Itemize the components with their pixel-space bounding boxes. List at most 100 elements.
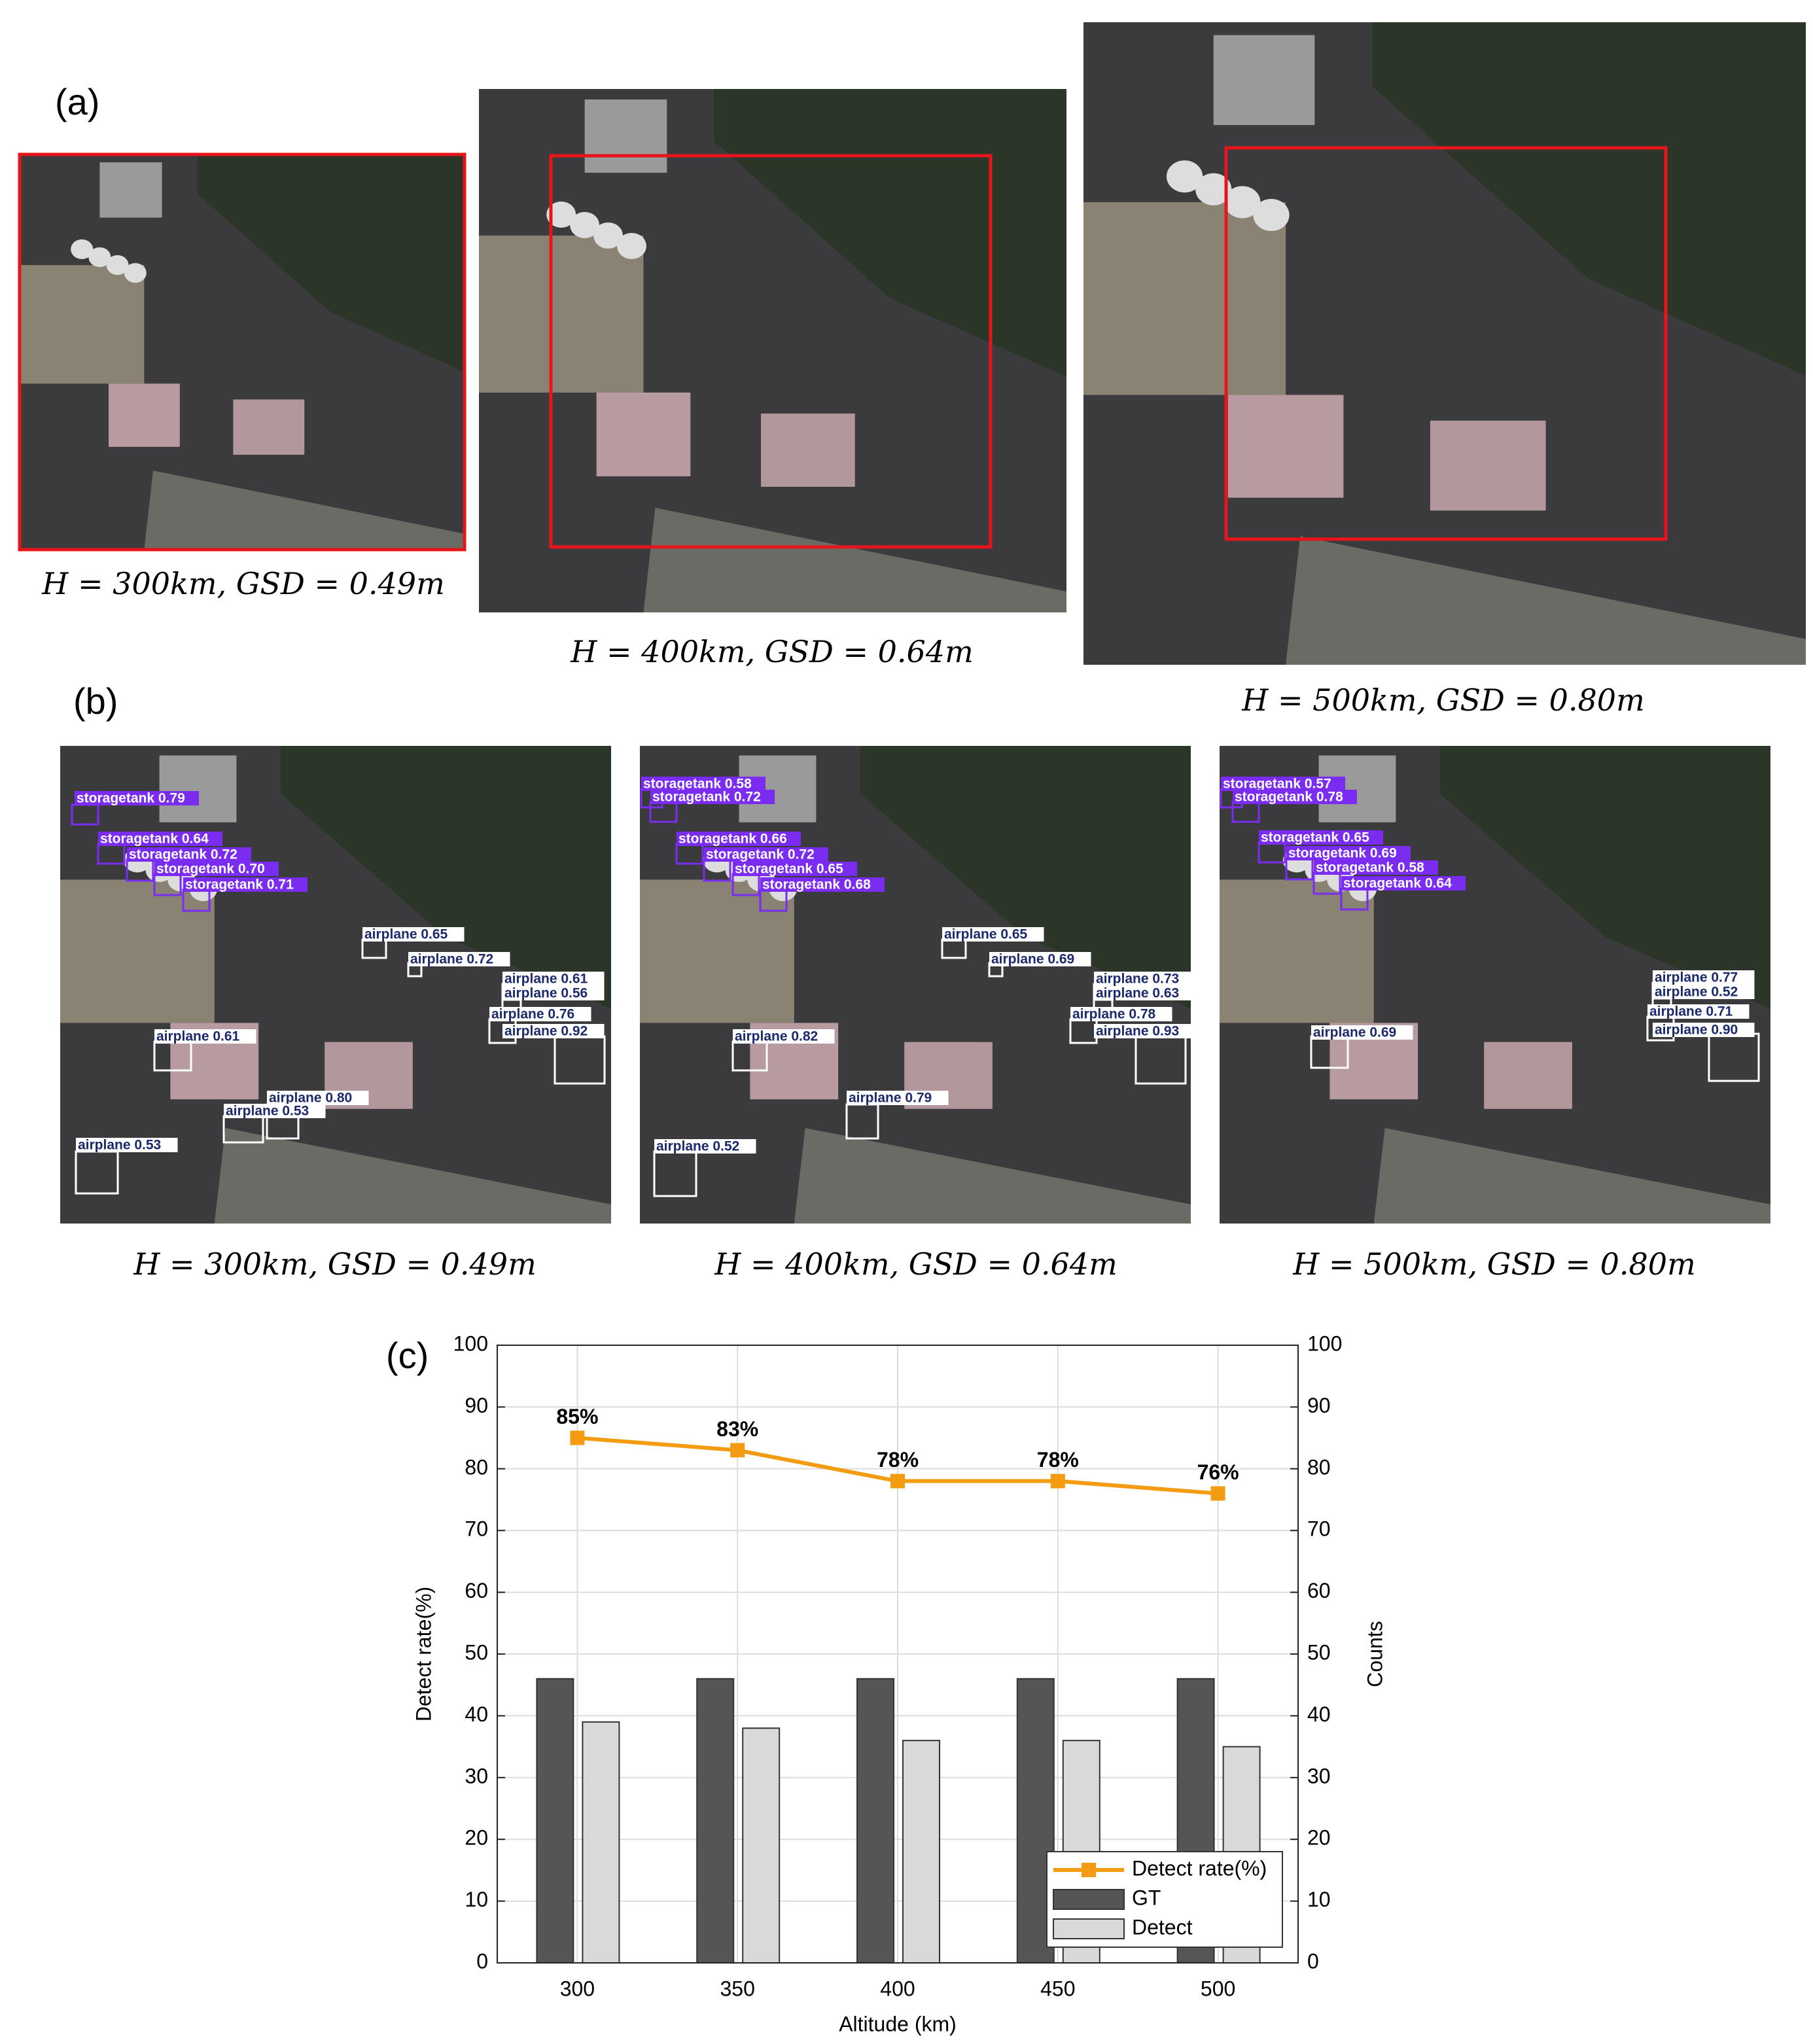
detection-label-bg — [154, 1029, 256, 1044]
detection-label-bg — [654, 1139, 756, 1154]
crop-box — [18, 152, 466, 552]
legend-swatch — [1053, 1918, 1125, 1939]
caption: H = 500km, GSD = 0.80m — [1292, 1246, 1695, 1282]
detection-label: airplane 0.56 — [504, 986, 588, 1001]
y2-tick-label: 40 — [1307, 1702, 1331, 1726]
detection-label: storagetank 0.64 — [100, 832, 209, 847]
detection-label-bg — [1070, 1007, 1172, 1021]
caption: H = 300km, GSD = 0.49m — [41, 566, 444, 601]
detection-label: storagetank 0.72 — [129, 847, 238, 862]
caption: H = 500km, GSD = 0.80m — [1241, 682, 1644, 718]
detection-label-bg — [1653, 970, 1755, 985]
detection-label: storagetank 0.72 — [652, 790, 761, 805]
detection-label-bg — [489, 1007, 591, 1021]
value-label: 78% — [1037, 1448, 1079, 1471]
detection-label-bg — [942, 927, 1044, 942]
detection-label-bg — [1094, 972, 1196, 986]
caption: H = 300km, GSD = 0.49m — [133, 1246, 536, 1282]
chart: 0 10 20 30 40 50 60 70 80 90 100 0 10 20 30 40 50 60 70 80 9… — [412, 1331, 1386, 2035]
detection-label: storagetank 0.65 — [1261, 830, 1369, 845]
legend-swatch — [1053, 1889, 1125, 1910]
x-axis-label: Altitude (km) — [839, 2012, 957, 2035]
detection-label-bg — [1221, 777, 1345, 791]
detection-label-bg — [1653, 985, 1755, 999]
detection-label: airplane 0.80 — [269, 1091, 352, 1106]
detection-label-bg — [641, 777, 766, 791]
detection-label: storagetank 0.58 — [643, 777, 752, 792]
legend-label: GT — [1132, 1886, 1161, 1909]
caption: H = 400km, GSD = 0.64m — [714, 1246, 1117, 1282]
detection-label-bg — [362, 927, 465, 942]
detection-label-bg — [704, 847, 828, 862]
marker — [730, 1443, 745, 1458]
detection-label-bg — [183, 877, 308, 892]
x-tick-label: 500 — [1201, 1977, 1235, 2000]
detection-label: airplane 0.65 — [364, 927, 448, 942]
y2-tick-label: 70 — [1307, 1517, 1331, 1541]
detection-label: storagetank 0.58 — [1316, 860, 1424, 875]
y-tick-label: 100 — [453, 1331, 488, 1355]
detection-label: airplane 0.63 — [1096, 986, 1179, 1001]
detection-label-bg — [650, 790, 775, 804]
satellite-image — [479, 89, 1066, 612]
y2-tick-label: 90 — [1307, 1394, 1331, 1417]
detection-label-bg — [224, 1104, 326, 1118]
y-tick-label: 60 — [465, 1579, 488, 1602]
marker — [1210, 1486, 1225, 1501]
bar — [856, 1678, 894, 1964]
y-axis-label: Detect rate(%) — [412, 1587, 435, 1721]
detection-label: storagetank 0.70 — [156, 862, 265, 877]
detection-label-bg — [1233, 790, 1357, 804]
y2-tick-label: 10 — [1307, 1888, 1331, 1911]
legend-label: Detect rate(%) — [1132, 1856, 1267, 1880]
satellite-image — [20, 154, 465, 550]
y2-tick-label: 60 — [1307, 1579, 1331, 1602]
y2-tick-label: 30 — [1307, 1764, 1331, 1788]
detection-label-bg — [1286, 846, 1411, 860]
y2-tick-label: 100 — [1307, 1331, 1342, 1355]
value-label: 76% — [1197, 1460, 1239, 1484]
detection-label-bg — [1653, 1023, 1755, 1037]
detection-label: storagetank 0.66 — [678, 832, 787, 847]
detection-label: airplane 0.65 — [944, 927, 1028, 942]
detection-label: storagetank 0.57 — [1223, 777, 1331, 792]
detection-label-bg — [154, 862, 279, 876]
bar — [582, 1721, 620, 1964]
axes-box — [497, 1345, 1299, 1964]
y-tick-label: 70 — [465, 1517, 488, 1541]
bar — [902, 1740, 940, 1964]
detection-label-bg — [733, 862, 857, 876]
detection-label: airplane 0.52 — [1655, 985, 1738, 1000]
y-tick-label: 20 — [465, 1826, 488, 1850]
detection-label: airplane 0.69 — [991, 952, 1074, 967]
marker — [890, 1473, 905, 1489]
detection-label: airplane 0.71 — [1649, 1004, 1733, 1019]
detection-label-bg — [847, 1091, 949, 1105]
y-tick-label: 30 — [465, 1764, 488, 1788]
x-tick-label: 400 — [880, 1977, 915, 2000]
detection-label-bg — [127, 847, 251, 862]
panel-label: (b) — [73, 680, 118, 722]
value-label: 85% — [556, 1405, 598, 1428]
satellite-image — [1083, 22, 1806, 665]
y2-tick-label: 20 — [1307, 1826, 1331, 1850]
value-label: 78% — [877, 1448, 919, 1471]
y-tick-label: 90 — [465, 1394, 488, 1417]
detection-label-bg — [502, 972, 605, 986]
detection-label-bg — [502, 1024, 605, 1038]
detection-label-bg — [733, 1029, 835, 1044]
detection-label-bg — [760, 877, 885, 892]
value-label: 83% — [716, 1417, 758, 1441]
detection-label: airplane 0.69 — [1313, 1025, 1396, 1040]
legend-swatch — [1082, 1863, 1096, 1877]
detection-label: storagetank 0.78 — [1235, 790, 1343, 805]
detection-label-bg — [98, 832, 222, 846]
panel-label: (c) — [386, 1335, 429, 1376]
y2-tick-label: 0 — [1307, 1949, 1319, 1973]
detection-label-bg — [1259, 830, 1383, 845]
panel-label: (a) — [55, 81, 99, 122]
caption: H = 400km, GSD = 0.64m — [570, 634, 973, 669]
x-tick-label: 300 — [560, 1977, 595, 2000]
detection-label-bg — [75, 791, 199, 805]
